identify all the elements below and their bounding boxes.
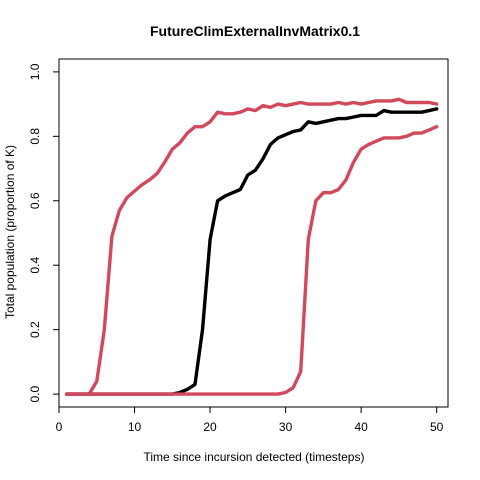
x-tick-label: 10 [128, 420, 142, 434]
x-axis-label: Time since incursion detected (timesteps… [144, 450, 365, 464]
y-axis: 0.0 0.2 0.4 0.6 0.8 1.0 [28, 63, 60, 402]
y-tick-label: 0.6 [28, 192, 42, 209]
y-tick-label: 1.0 [28, 63, 42, 80]
x-tick-label: 30 [279, 420, 293, 434]
x-tick-label: 40 [354, 420, 368, 434]
y-tick-label: 0.2 [28, 321, 42, 338]
y-tick-label: 0.8 [28, 128, 42, 145]
chart-title: FutureClimExternalInvMatrix0.1 [150, 23, 360, 39]
series-layer [64, 97, 439, 396]
series-line [64, 107, 439, 396]
y-tick-label: 0.0 [28, 385, 42, 402]
y-axis-label: Total population (proportion of K) [3, 145, 17, 319]
series-line [64, 124, 439, 396]
series-line [64, 97, 439, 396]
x-tick-label: 0 [56, 420, 63, 434]
x-tick-label: 20 [203, 420, 217, 434]
x-axis: 0 10 20 30 40 50 [56, 406, 444, 434]
y-tick-label: 0.4 [28, 257, 42, 274]
x-tick-label: 50 [430, 420, 444, 434]
